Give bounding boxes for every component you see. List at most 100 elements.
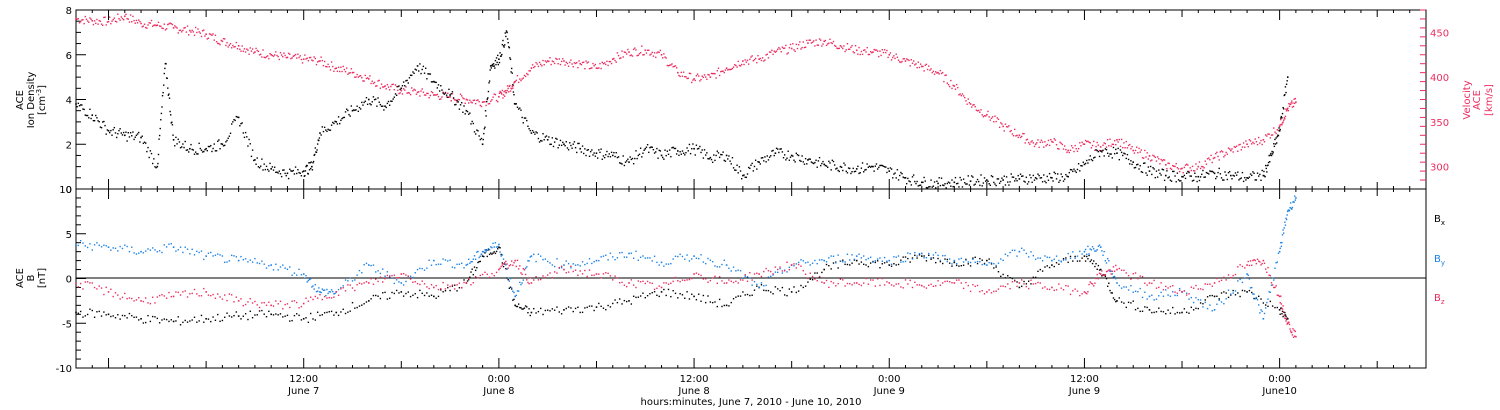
density-point	[492, 65, 494, 67]
density-point	[1238, 179, 1240, 181]
bz-point	[1216, 277, 1218, 280]
bx-point	[1258, 295, 1260, 297]
bx-point	[1055, 262, 1058, 264]
density-point	[1123, 152, 1125, 154]
velocity-point	[818, 38, 821, 40]
velocity-point	[1120, 138, 1123, 141]
by-point	[1004, 253, 1007, 255]
density-point	[162, 91, 164, 94]
density-point	[492, 63, 495, 65]
density-point	[1005, 176, 1008, 178]
density-point	[782, 157, 785, 159]
density-point	[1044, 180, 1046, 183]
by-point	[1291, 208, 1293, 210]
bz-point	[440, 288, 442, 290]
density-point	[1122, 154, 1124, 157]
by-point	[398, 281, 400, 283]
bz-point	[1099, 273, 1102, 275]
velocity-point	[1244, 146, 1246, 148]
bx-point	[321, 314, 323, 316]
density-point	[754, 159, 757, 161]
bz-point	[1278, 295, 1281, 298]
velocity-point	[92, 23, 95, 26]
velocity-point	[225, 44, 227, 47]
by-point	[405, 280, 407, 283]
density-point	[1251, 174, 1253, 177]
by-point	[902, 261, 904, 263]
bz-point	[1103, 274, 1105, 276]
velocity-point	[121, 17, 124, 20]
bx-point	[546, 309, 549, 311]
by-point	[1262, 317, 1265, 320]
velocity-point	[752, 60, 755, 62]
velocity-point	[1009, 130, 1011, 133]
by-point	[358, 269, 361, 272]
bz-point	[790, 264, 793, 266]
velocity-point	[106, 21, 109, 23]
velocity-point	[434, 94, 436, 96]
velocity-point	[885, 51, 887, 54]
velocity-point	[583, 61, 585, 63]
velocity-point	[1109, 138, 1111, 140]
velocity-point	[571, 63, 573, 65]
bx-point	[344, 312, 347, 315]
by-point	[688, 260, 691, 262]
by-point	[665, 263, 667, 265]
bz-point	[191, 292, 193, 295]
velocity-point	[1246, 143, 1248, 146]
by-point	[774, 271, 777, 273]
velocity-point	[1046, 143, 1048, 146]
velocity-point	[387, 86, 390, 88]
bz-point	[1289, 328, 1291, 330]
velocity-point	[355, 76, 357, 78]
density-point	[1081, 165, 1083, 167]
bz-point	[1098, 272, 1101, 274]
by-point	[1280, 245, 1283, 248]
velocity-point	[1282, 121, 1284, 123]
density-point	[771, 150, 773, 152]
bx-point	[388, 297, 391, 300]
density-point	[222, 145, 225, 147]
by-point	[228, 260, 231, 262]
by-point	[718, 266, 721, 268]
by-point	[91, 249, 93, 251]
density-point	[619, 162, 621, 164]
density-point	[256, 157, 258, 159]
density-point	[549, 143, 551, 146]
velocity-point	[903, 58, 906, 60]
velocity-point	[619, 57, 621, 60]
by-point	[251, 261, 254, 263]
by-point	[1202, 306, 1204, 308]
density-point	[86, 114, 89, 117]
bz-point	[1251, 264, 1253, 267]
density-point	[1159, 172, 1161, 175]
velocity-point	[1208, 157, 1210, 159]
by-point	[928, 252, 930, 255]
velocity-point	[1268, 133, 1270, 135]
density-point	[1272, 151, 1274, 153]
velocity-point	[454, 99, 456, 101]
bz-point	[774, 266, 777, 268]
density-point	[1183, 174, 1186, 177]
velocity-point	[1237, 150, 1239, 153]
velocity-point	[1127, 144, 1130, 147]
velocity-point	[1105, 146, 1108, 148]
bx-point	[728, 305, 730, 307]
bz-point	[326, 297, 328, 299]
density-point	[471, 120, 473, 123]
velocity-point	[366, 77, 369, 79]
density-point	[1120, 151, 1123, 154]
velocity-point	[680, 71, 682, 74]
by-point	[995, 264, 997, 267]
bz-point	[651, 282, 653, 285]
by-point	[941, 254, 944, 257]
density-point	[609, 156, 612, 158]
by-point	[1139, 287, 1141, 290]
density-point	[402, 81, 405, 83]
bz-point	[506, 263, 508, 265]
bx-point	[920, 255, 923, 257]
velocity-point	[1147, 158, 1150, 160]
bz-point	[544, 276, 547, 279]
bx-point	[414, 293, 416, 295]
density-point	[510, 67, 513, 70]
